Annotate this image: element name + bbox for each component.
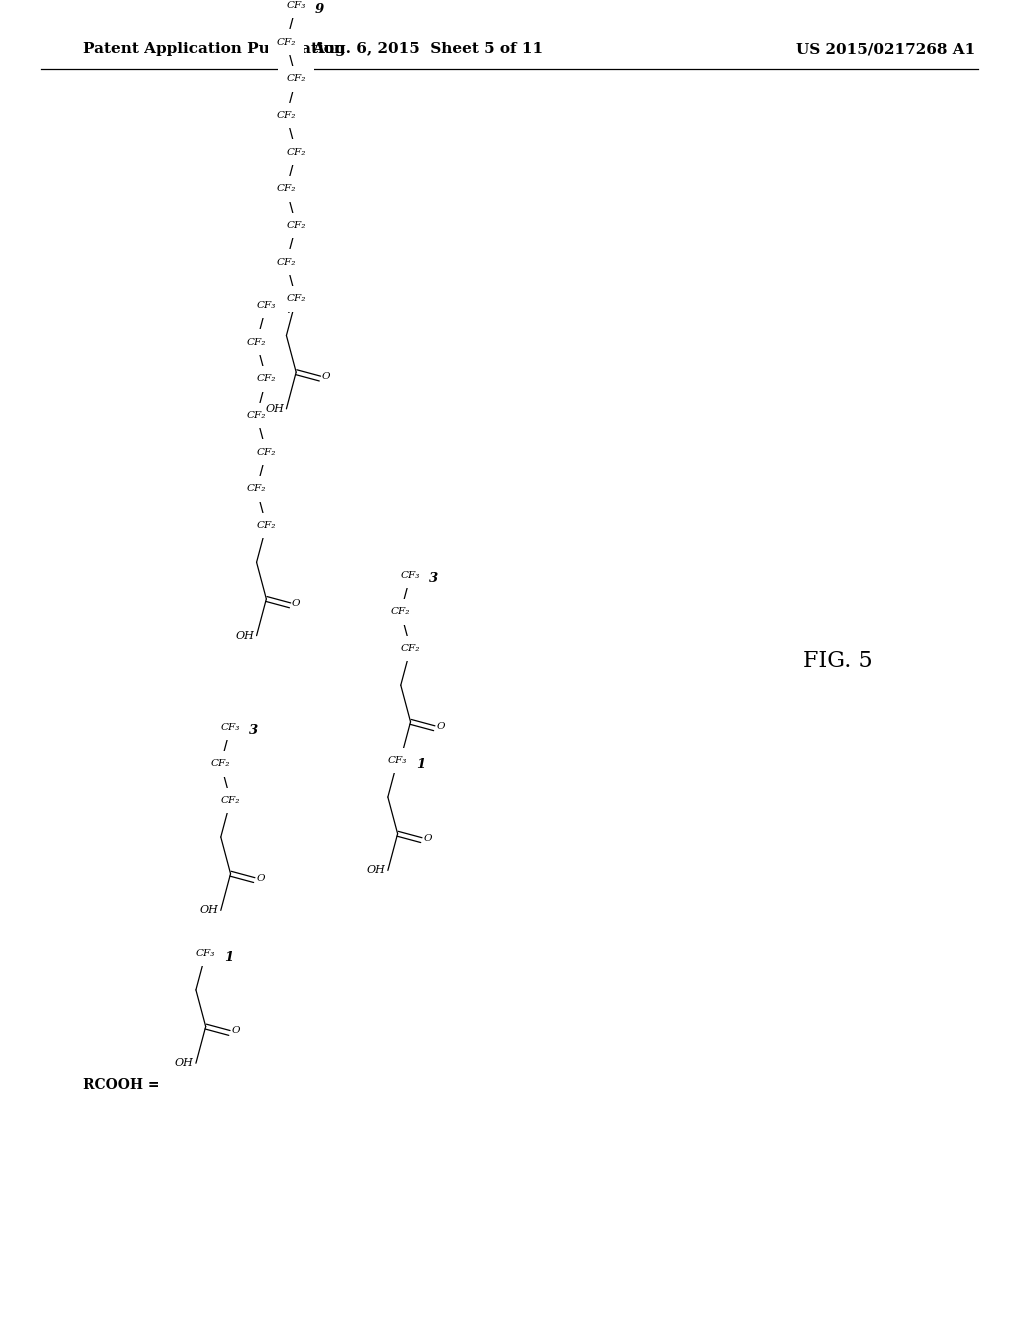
Text: CF₂: CF₂ [400, 644, 420, 653]
Text: OH: OH [200, 906, 219, 915]
Text: CF₂: CF₂ [276, 257, 296, 267]
Text: 1: 1 [417, 758, 426, 771]
Text: O: O [292, 599, 301, 607]
Text: O: O [231, 1027, 240, 1035]
Text: OH: OH [265, 404, 285, 414]
Text: CF₂: CF₂ [287, 294, 306, 304]
Text: Patent Application Publication: Patent Application Publication [83, 42, 344, 57]
Text: CF₃: CF₃ [388, 756, 408, 764]
Text: CF₃: CF₃ [196, 949, 215, 958]
Text: FIG. 5: FIG. 5 [803, 649, 872, 672]
Text: CF₂: CF₂ [247, 338, 266, 347]
Text: CF₂: CF₂ [257, 375, 276, 383]
Text: O: O [423, 834, 432, 842]
Text: OH: OH [367, 866, 386, 875]
Text: CF₂: CF₂ [287, 148, 306, 157]
Text: US 2015/0217268 A1: US 2015/0217268 A1 [796, 42, 975, 57]
Text: CF₂: CF₂ [257, 447, 276, 457]
Text: CF₂: CF₂ [247, 484, 266, 494]
Text: CF₂: CF₂ [276, 185, 296, 193]
Text: OH: OH [236, 631, 255, 640]
Text: O: O [256, 874, 265, 883]
Text: CF₂: CF₂ [257, 521, 276, 531]
Text: CF₂: CF₂ [211, 759, 230, 768]
Text: CF₂: CF₂ [247, 411, 266, 420]
Text: 9: 9 [315, 3, 325, 16]
Text: 7: 7 [286, 302, 295, 315]
Text: 3: 3 [250, 725, 259, 738]
Text: 1: 1 [224, 950, 233, 964]
Text: OH: OH [175, 1059, 194, 1068]
Text: O: O [436, 722, 444, 731]
Text: CF₃: CF₃ [287, 1, 306, 11]
Text: Aug. 6, 2015  Sheet 5 of 11: Aug. 6, 2015 Sheet 5 of 11 [312, 42, 543, 57]
Text: RCOOH =: RCOOH = [83, 1078, 159, 1092]
Text: CF₃: CF₃ [221, 722, 241, 731]
Text: CF₂: CF₂ [276, 111, 296, 120]
Text: 3: 3 [429, 573, 438, 586]
Text: OH: OH [380, 754, 398, 763]
Text: CF₂: CF₂ [221, 796, 241, 805]
Text: CF₃: CF₃ [257, 301, 276, 310]
Text: O: O [322, 372, 331, 381]
Text: CF₂: CF₂ [391, 607, 411, 616]
Text: CF₂: CF₂ [287, 220, 306, 230]
Text: CF₂: CF₂ [287, 74, 306, 83]
Text: CF₂: CF₂ [276, 38, 296, 46]
Text: CF₃: CF₃ [400, 570, 420, 579]
